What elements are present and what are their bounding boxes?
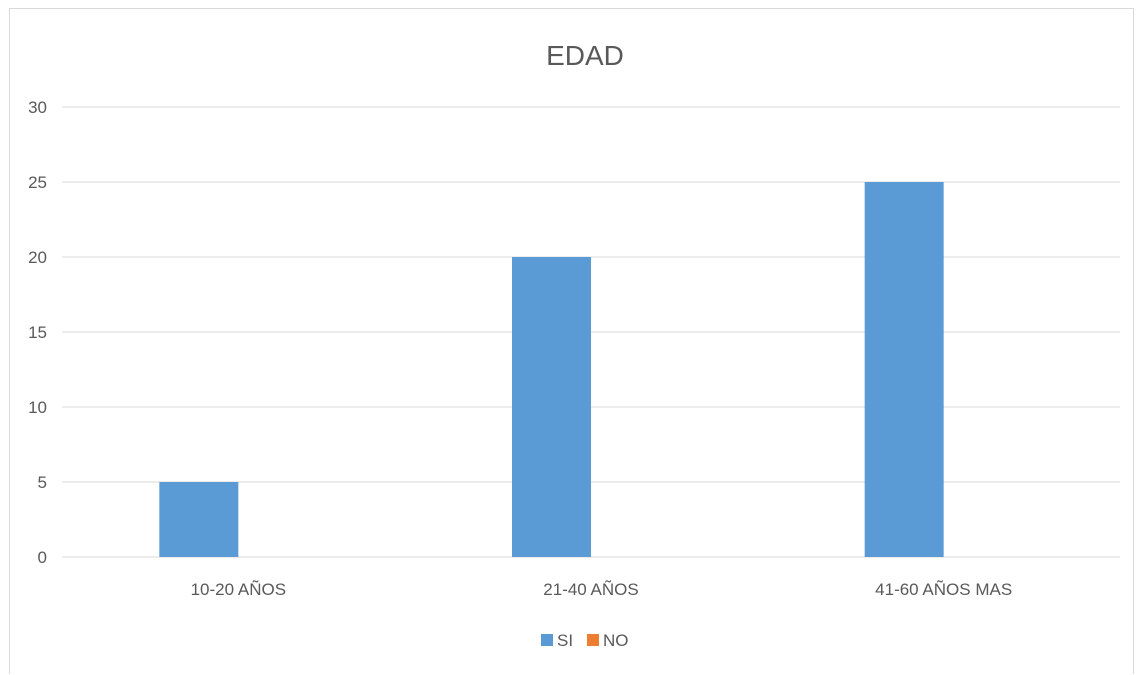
x-axis-ticks: 10-20 AÑOS 21-40 AÑOS 41-60 AÑOS MAS xyxy=(191,580,1013,599)
bar-si-3 xyxy=(864,182,944,557)
y-tick-label: 30 xyxy=(28,98,47,117)
legend-swatch-si xyxy=(541,634,553,646)
y-tick-label: 10 xyxy=(28,398,47,417)
legend-label-no: NO xyxy=(603,631,629,650)
bar-si-1 xyxy=(159,482,239,557)
bars xyxy=(159,182,944,557)
chart-title: EDAD xyxy=(546,40,624,71)
y-tick-label: 15 xyxy=(28,323,47,342)
x-tick-label: 21-40 AÑOS xyxy=(543,580,638,599)
bar-si-2 xyxy=(512,257,591,557)
legend-swatch-no xyxy=(587,634,599,646)
y-tick-label: 5 xyxy=(38,473,47,492)
y-tick-label: 20 xyxy=(28,248,47,267)
x-tick-label: 41-60 AÑOS MAS xyxy=(875,580,1012,599)
x-tick-label: 10-20 AÑOS xyxy=(191,580,286,599)
y-axis-ticks: 0 5 10 15 20 25 30 xyxy=(28,98,47,567)
y-tick-label: 0 xyxy=(38,548,47,567)
legend-label-si: SI xyxy=(557,631,573,650)
legend: SI NO xyxy=(541,631,629,650)
y-tick-label: 25 xyxy=(28,173,47,192)
